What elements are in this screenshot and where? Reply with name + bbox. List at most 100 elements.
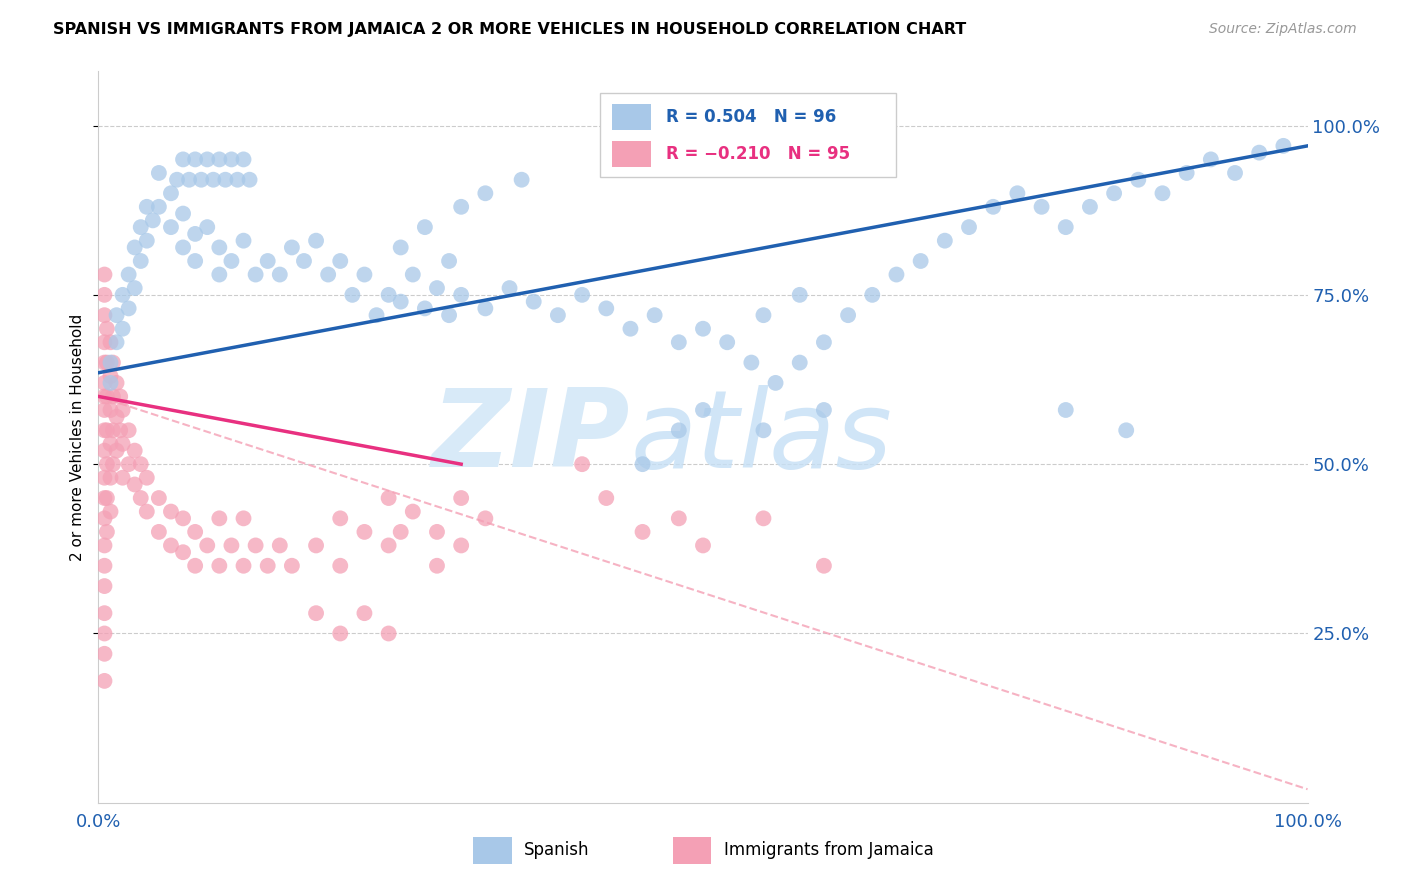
Point: [100, 403, 122, 417]
Point: [1054, 220, 1077, 235]
Point: [100, 376, 122, 390]
Point: [135, 234, 157, 248]
Point: [96, 524, 118, 539]
Point: [93, 491, 115, 505]
Point: [716, 335, 738, 350]
Point: [208, 240, 231, 254]
Point: [1031, 200, 1053, 214]
Point: [148, 524, 170, 539]
Point: [329, 558, 352, 573]
Point: [184, 524, 207, 539]
Point: [1128, 172, 1150, 186]
Point: [101, 389, 124, 403]
Point: [256, 254, 278, 268]
Point: [172, 153, 194, 167]
Point: [239, 172, 262, 186]
Point: [118, 301, 141, 316]
Point: [124, 443, 146, 458]
Point: [105, 335, 128, 350]
Point: [93, 626, 115, 640]
Point: [377, 538, 399, 552]
FancyBboxPatch shape: [672, 838, 711, 863]
Point: [105, 443, 128, 458]
Point: [232, 153, 254, 167]
Point: [208, 153, 231, 167]
Point: [111, 288, 134, 302]
Point: [245, 538, 267, 552]
Point: [305, 538, 328, 552]
Point: [100, 505, 122, 519]
Point: [100, 335, 122, 350]
Point: [184, 227, 207, 241]
Point: [813, 558, 835, 573]
Point: [226, 172, 249, 186]
Point: [101, 423, 124, 437]
Point: [571, 288, 593, 302]
Text: Source: ZipAtlas.com: Source: ZipAtlas.com: [1209, 22, 1357, 37]
Text: atlas: atlas: [630, 384, 893, 490]
Point: [910, 254, 932, 268]
Point: [316, 268, 339, 282]
Point: [668, 511, 690, 525]
Point: [93, 335, 115, 350]
Point: [305, 234, 328, 248]
Point: [93, 511, 115, 525]
Point: [93, 423, 115, 437]
Point: [813, 403, 835, 417]
Point: [860, 288, 883, 302]
Point: [184, 558, 207, 573]
Point: [389, 294, 412, 309]
Point: [269, 268, 291, 282]
Point: [135, 471, 157, 485]
Point: [619, 322, 641, 336]
Point: [1152, 186, 1174, 201]
Point: [366, 308, 388, 322]
Point: [934, 234, 956, 248]
Point: [129, 457, 152, 471]
Text: R = 0.504   N = 96: R = 0.504 N = 96: [665, 108, 835, 126]
Point: [96, 457, 118, 471]
Point: [389, 240, 412, 254]
Point: [886, 268, 908, 282]
Point: [571, 457, 593, 471]
Point: [281, 240, 304, 254]
Point: [1272, 139, 1295, 153]
Point: [118, 457, 141, 471]
Point: [124, 477, 146, 491]
Point: [93, 355, 115, 369]
Point: [474, 186, 496, 201]
Point: [101, 457, 124, 471]
Point: [184, 254, 207, 268]
Point: [100, 369, 122, 384]
Point: [208, 558, 231, 573]
Point: [111, 471, 134, 485]
Point: [402, 505, 425, 519]
Point: [129, 254, 152, 268]
Point: [692, 403, 714, 417]
Text: R = −0.210   N = 95: R = −0.210 N = 95: [665, 145, 849, 163]
Point: [631, 457, 654, 471]
Point: [353, 606, 375, 620]
Point: [752, 423, 775, 437]
Point: [1175, 166, 1198, 180]
Point: [232, 234, 254, 248]
Point: [93, 308, 115, 322]
Point: [93, 579, 115, 593]
Point: [450, 538, 472, 552]
FancyBboxPatch shape: [600, 94, 897, 178]
Point: [437, 308, 460, 322]
Point: [100, 437, 122, 451]
Point: [179, 172, 201, 186]
Point: [135, 200, 157, 214]
Point: [426, 524, 449, 539]
Point: [124, 240, 146, 254]
Text: Spanish: Spanish: [524, 841, 589, 859]
Point: [172, 206, 194, 220]
Point: [292, 254, 315, 268]
Point: [172, 545, 194, 559]
Point: [740, 355, 762, 369]
Point: [118, 423, 141, 437]
Point: [547, 308, 569, 322]
Point: [1115, 423, 1137, 437]
Point: [142, 213, 165, 227]
